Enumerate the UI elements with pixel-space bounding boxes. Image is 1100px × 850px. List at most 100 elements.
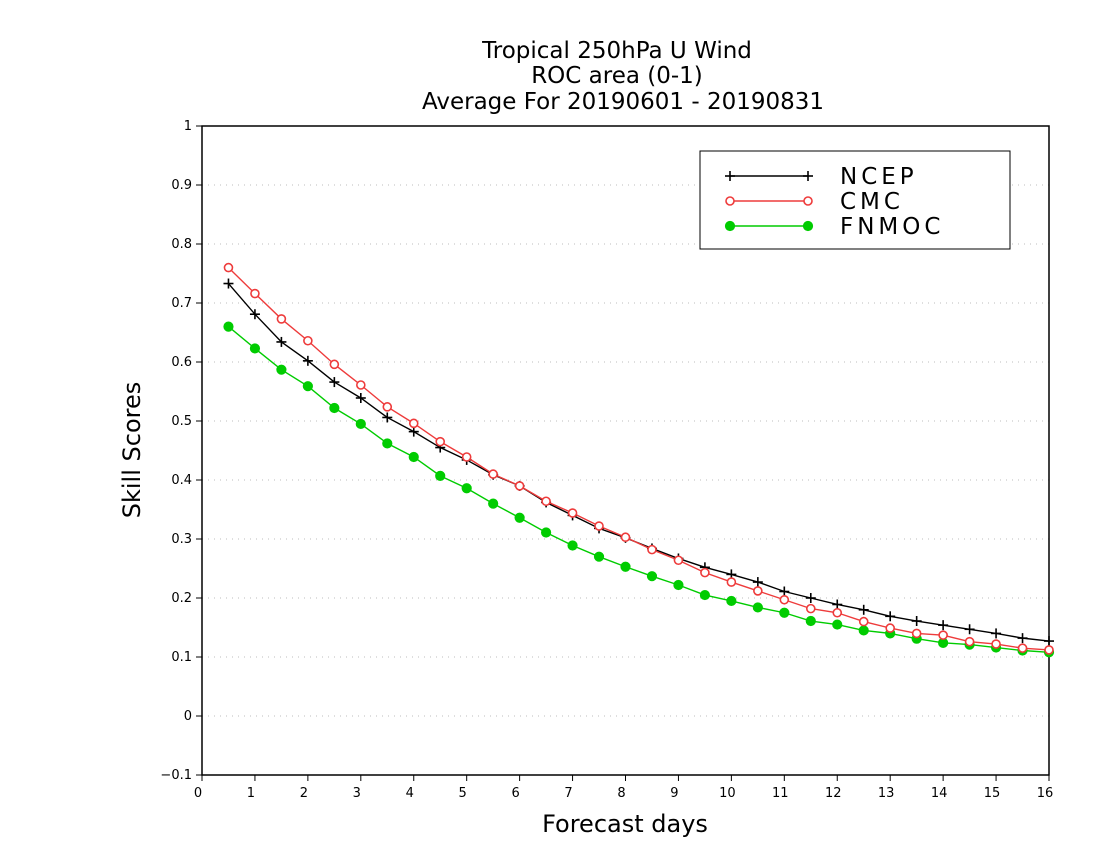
chart-title-line-1: Tropical 250hPa U Wind xyxy=(481,38,752,64)
y-tick-label: 0.5 xyxy=(171,414,192,429)
data-point-cmc xyxy=(779,594,790,605)
data-point-cmc xyxy=(461,452,472,462)
data-point-ncep xyxy=(302,355,313,366)
data-point-cmc xyxy=(594,521,604,531)
y-tick-label: 0.4 xyxy=(171,473,192,488)
data-point-fnmoc xyxy=(832,619,843,630)
data-point-cmc xyxy=(858,616,869,627)
data-point-ncep xyxy=(779,586,790,597)
y-tick-label: 1 xyxy=(184,119,192,134)
data-point-cmc xyxy=(700,567,710,578)
data-point-ncep xyxy=(1044,636,1054,647)
chart-title: Tropical 250hPa U Wind ROC area (0-1) Av… xyxy=(422,38,824,115)
legend-entry-ncep: NCEP xyxy=(725,164,918,190)
data-point-ncep xyxy=(964,624,975,635)
x-tick-label: 1 xyxy=(247,786,255,801)
series-ncep xyxy=(223,278,1054,647)
x-tick-label: 8 xyxy=(617,786,625,801)
data-point-ncep xyxy=(249,309,260,320)
data-point-cmc xyxy=(250,288,260,299)
data-point-cmc xyxy=(382,402,393,412)
x-tick-label: 14 xyxy=(931,786,948,801)
data-point-cmc xyxy=(911,628,922,639)
x-tick-label: 4 xyxy=(406,786,414,801)
data-point-cmc xyxy=(647,544,657,555)
data-point-cmc xyxy=(805,603,816,614)
y-tick-label: 0.1 xyxy=(171,650,192,665)
data-point-fnmoc xyxy=(435,470,446,481)
data-point-ncep xyxy=(832,599,843,610)
legend-marker-end xyxy=(802,220,814,232)
legend-marker-start xyxy=(725,196,735,206)
data-point-fnmoc xyxy=(673,579,684,591)
data-point-fnmoc xyxy=(752,602,763,613)
data-point-cmc xyxy=(514,481,525,491)
data-point-cmc xyxy=(964,636,975,647)
y-tick-label: 0.3 xyxy=(171,532,192,547)
data-point-ncep xyxy=(752,577,763,588)
x-tick-label: 2 xyxy=(300,786,308,801)
series-layer xyxy=(223,262,1055,658)
x-axis-label: Forecast days xyxy=(542,810,708,838)
data-point-cmc xyxy=(832,607,843,618)
series-line-fnmoc xyxy=(228,326,1050,653)
data-point-ncep xyxy=(911,616,922,627)
series-line-cmc xyxy=(227,267,1050,651)
x-tick-label: 3 xyxy=(353,786,361,801)
legend-box xyxy=(699,150,1011,250)
data-point-fnmoc xyxy=(540,527,552,538)
data-point-cmc xyxy=(1044,645,1054,655)
data-point-ncep xyxy=(329,377,340,388)
data-point-ncep xyxy=(223,278,234,289)
x-tick-label: 10 xyxy=(719,786,736,801)
data-point-cmc xyxy=(726,577,737,587)
x-tick-label: 13 xyxy=(878,786,895,801)
data-point-fnmoc xyxy=(488,498,499,509)
data-point-cmc xyxy=(885,623,895,633)
data-point-fnmoc xyxy=(646,571,658,582)
data-point-fnmoc xyxy=(779,607,790,618)
y-tick-label: 0.9 xyxy=(171,178,192,193)
data-point-fnmoc xyxy=(726,595,737,607)
x-tick-label: 9 xyxy=(670,786,678,801)
x-tick-label: 11 xyxy=(772,786,789,801)
x-tick-label: 6 xyxy=(511,786,519,801)
data-point-ncep xyxy=(355,392,366,403)
data-point-fnmoc xyxy=(620,561,631,572)
x-tick-label: 5 xyxy=(459,786,467,801)
legend-label: CMC xyxy=(840,189,904,215)
data-point-fnmoc xyxy=(355,418,366,430)
data-point-cmc xyxy=(753,586,763,596)
data-point-cmc xyxy=(329,359,340,370)
legend-entry-fnmoc: FNMOC xyxy=(724,214,944,240)
data-point-ncep xyxy=(938,620,949,631)
y-tick-label: −0.1 xyxy=(160,768,192,783)
data-point-fnmoc xyxy=(302,381,313,392)
data-point-ncep xyxy=(382,412,393,423)
data-point-fnmoc xyxy=(382,438,393,449)
legend-label: FNMOC xyxy=(840,214,944,240)
legend-marker-end xyxy=(803,196,813,206)
data-point-cmc xyxy=(223,262,234,273)
data-point-cmc xyxy=(1017,643,1028,653)
data-point-cmc xyxy=(673,555,684,566)
series-fnmoc xyxy=(223,321,1055,658)
data-point-fnmoc xyxy=(223,321,234,332)
data-point-ncep xyxy=(408,426,419,437)
data-point-ncep xyxy=(885,611,896,622)
data-point-ncep xyxy=(858,604,869,615)
data-point-cmc xyxy=(356,380,366,390)
y-tick-label: 0.6 xyxy=(171,355,192,370)
data-point-cmc xyxy=(435,436,446,447)
legend-entry-cmc: CMC xyxy=(725,189,904,215)
data-point-fnmoc xyxy=(249,343,261,354)
y-axis-label: Skill Scores xyxy=(118,382,146,519)
y-tick-label: 0.8 xyxy=(171,237,192,252)
legend-label: NCEP xyxy=(840,164,918,190)
data-point-ncep xyxy=(1017,633,1028,644)
data-point-cmc xyxy=(488,469,498,479)
data-point-fnmoc xyxy=(276,364,287,375)
data-point-fnmoc xyxy=(567,540,578,551)
data-point-ncep xyxy=(276,336,287,347)
